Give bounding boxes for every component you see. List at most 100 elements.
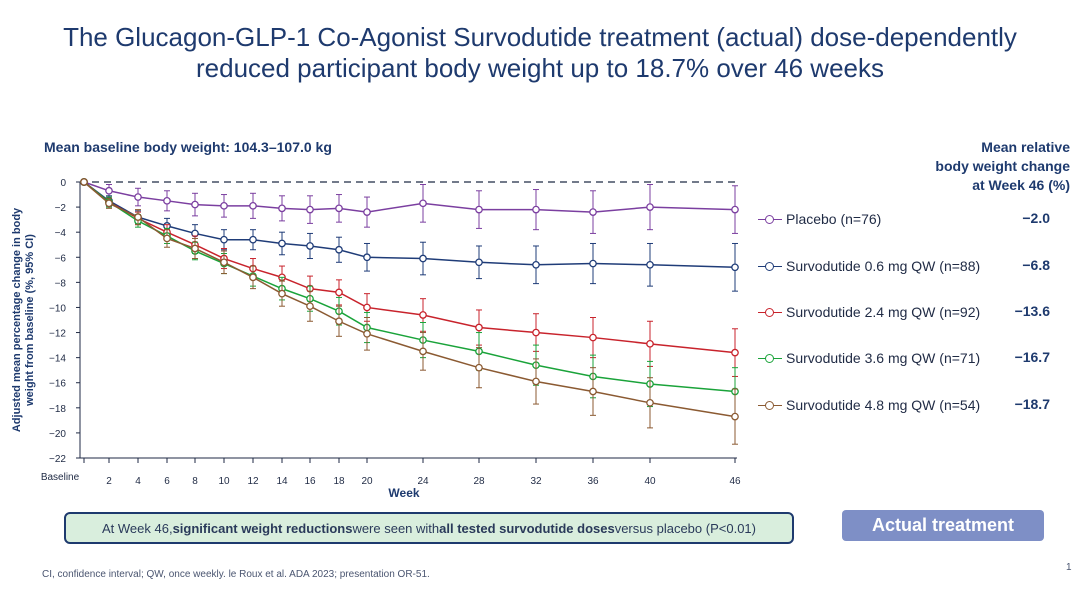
data-point: [475, 258, 483, 267]
week46-value: −2.0: [1022, 210, 1050, 226]
page-number: 1: [1066, 562, 1072, 573]
series-line: [83, 181, 736, 418]
legend-marker-icon: [758, 352, 782, 364]
data-point: [363, 303, 371, 312]
legend-label: Placebo (n=76): [786, 211, 882, 227]
x-tick-label: 6: [164, 476, 170, 487]
callout-bold-1: significant weight reductions: [172, 520, 353, 536]
x-tick-label: 46: [729, 476, 741, 487]
data-point: [532, 377, 540, 386]
x-tick-label: 14: [276, 476, 288, 487]
y-tick-label: −22: [49, 454, 66, 465]
data-point: [419, 254, 427, 263]
y-tick-label: −18: [49, 404, 66, 415]
data-point: [646, 260, 654, 269]
data-point: [191, 244, 199, 253]
data-point: [589, 333, 597, 342]
data-point: [731, 348, 739, 357]
data-point: [475, 205, 483, 214]
series-line: [83, 181, 736, 269]
data-point: [589, 387, 597, 396]
data-point: [134, 193, 142, 201]
legend-label: Survodutide 3.6 mg QW (n=71): [786, 350, 981, 366]
legend-label: Survodutide 0.6 mg QW (n=88): [786, 258, 981, 274]
data-point: [105, 186, 113, 195]
y-tick-label: 0: [60, 178, 66, 189]
legend-item: Survodutide 4.8 mg QW (n=54): [758, 395, 980, 415]
x-axis-label: Week: [388, 486, 419, 500]
data-point: [278, 239, 286, 248]
chart-series: [80, 178, 739, 445]
data-point: [80, 178, 88, 186]
data-point: [335, 317, 343, 326]
x-tick-label: 40: [644, 476, 656, 487]
data-point: [249, 201, 257, 210]
week46-value: −6.8: [1022, 257, 1050, 273]
data-point: [419, 311, 427, 319]
data-point: [532, 260, 540, 269]
data-point: [731, 412, 739, 421]
data-point: [335, 204, 343, 213]
data-point: [589, 208, 597, 216]
x-tick-label: 2: [106, 476, 112, 487]
x-tick-label: 24: [417, 476, 429, 487]
legend-marker-icon: [758, 306, 782, 318]
data-point: [419, 199, 427, 208]
data-point: [220, 258, 228, 267]
series-3: [80, 178, 739, 416]
data-point: [278, 289, 286, 298]
data-point: [163, 196, 171, 205]
data-point: [306, 242, 314, 250]
y-tick-label: −16: [49, 379, 66, 390]
x-tick-label: 32: [530, 476, 542, 487]
week46-value: −18.7: [1014, 396, 1050, 412]
x-tick-label: 16: [304, 476, 316, 487]
y-tick-label: −8: [55, 278, 67, 289]
data-point: [646, 398, 654, 407]
data-point: [278, 204, 286, 213]
data-point: [363, 208, 371, 216]
legend-marker-icon: [758, 399, 782, 411]
data-point: [532, 205, 540, 214]
data-point: [335, 288, 343, 297]
data-point: [646, 339, 654, 348]
legend-label: Survodutide 4.8 mg QW (n=54): [786, 397, 981, 413]
data-point: [731, 205, 739, 214]
week46-callout: At Week 46, significant weight reduction…: [64, 512, 794, 544]
legend-item: Survodutide 0.6 mg QW (n=88): [758, 256, 980, 276]
data-point: [306, 205, 314, 214]
y-axis-label-line2: weight from baseline (%, 95% CI): [24, 234, 36, 407]
callout-suffix: versus placebo (P<0.01): [614, 520, 756, 536]
x-tick-label: 12: [247, 476, 259, 487]
data-point: [249, 235, 257, 244]
data-point: [363, 253, 371, 262]
y-tick-label: −14: [49, 354, 66, 365]
actual-treatment-button[interactable]: Actual treatment: [842, 510, 1044, 541]
page-title: The Glucagon-GLP-1 Co-Agonist Survodutid…: [63, 22, 1017, 83]
data-point: [191, 200, 199, 209]
data-point: [220, 235, 228, 244]
week46-value: −16.7: [1014, 349, 1050, 365]
legend-marker-icon: [758, 260, 782, 272]
callout-prefix: At Week 46,: [102, 520, 173, 536]
data-point: [589, 259, 597, 268]
mean-change-header: Mean relative body weight change at Week…: [935, 139, 1070, 193]
x-tick-label: Baseline: [41, 472, 80, 483]
data-point: [335, 245, 343, 254]
x-tick-label: 4: [135, 476, 141, 487]
data-point: [475, 363, 483, 372]
y-tick-label: −4: [55, 228, 67, 239]
legend-item: Survodutide 2.4 mg QW (n=92): [758, 302, 980, 322]
data-point: [646, 203, 654, 211]
baseline-weight-note: Mean baseline body weight: 104.3–107.0 k…: [44, 139, 332, 155]
x-tick-label: 8: [192, 476, 198, 487]
legend-item: Placebo (n=76): [758, 209, 881, 229]
y-axis-label: Adjusted mean percentage change in body: [11, 207, 23, 432]
data-point: [306, 302, 314, 311]
data-point: [163, 234, 171, 243]
week46-value: −13.6: [1014, 303, 1050, 319]
data-point: [419, 347, 427, 356]
data-point: [134, 213, 142, 221]
